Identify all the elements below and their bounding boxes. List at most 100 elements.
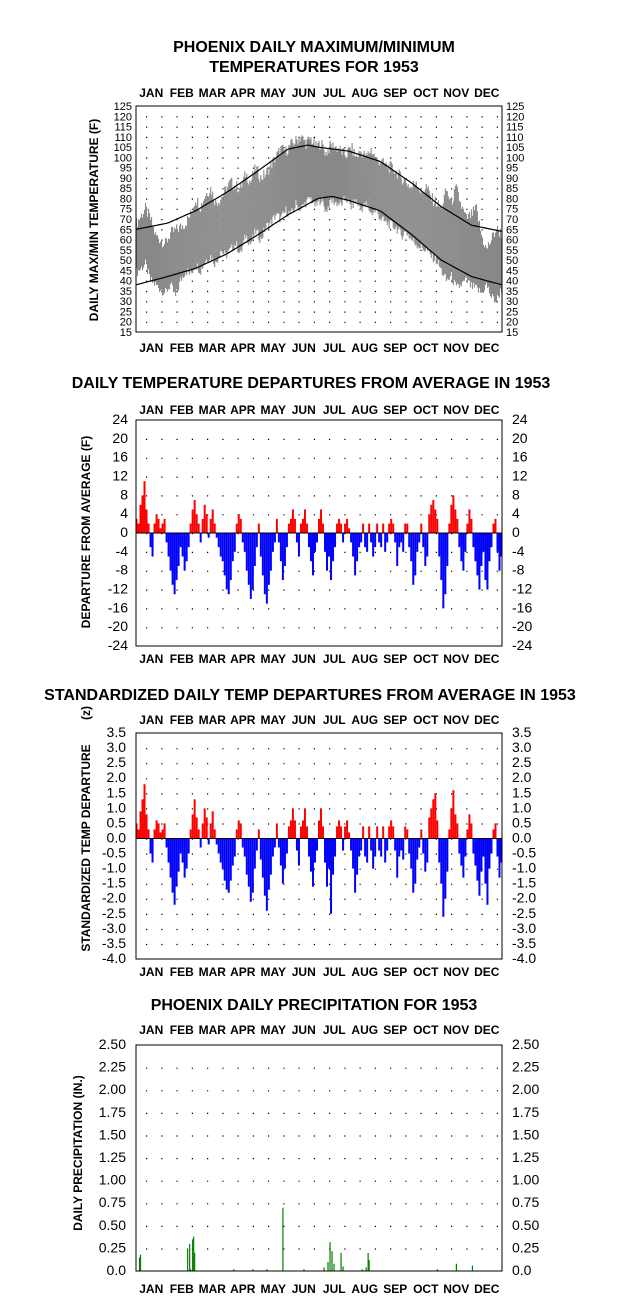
y-tick-label-left: 1.5 — [107, 784, 127, 800]
precip-bar — [331, 1251, 333, 1271]
above-average-bar — [456, 518, 459, 533]
month-label-nov: NOV — [443, 403, 469, 417]
below-average-bar — [227, 838, 230, 893]
below-average-bar — [309, 838, 312, 872]
precip-bar — [368, 1260, 370, 1271]
below-average-bar — [249, 838, 252, 902]
below-average-bar — [165, 838, 168, 848]
month-label-jan: JAN — [139, 1282, 163, 1296]
below-average-bar — [394, 838, 397, 851]
below-average-bar — [332, 838, 335, 875]
above-average-bar — [213, 523, 216, 533]
below-average-bar — [285, 533, 288, 548]
below-average-bar — [227, 533, 230, 595]
below-average-bar — [422, 533, 425, 548]
y-tick-label-right: 0.0 — [512, 829, 532, 845]
below-average-bar — [496, 838, 499, 857]
below-average-bar — [273, 838, 276, 848]
precip-bar — [303, 1269, 305, 1271]
above-average-bar — [145, 814, 148, 839]
above-average-bar — [137, 829, 140, 839]
precip-month-labels-top: JAN FEB MAR APR MAY JUN JUL AUG SEP OCT NOV DEC — [139, 1023, 500, 1037]
precip-bar — [194, 1252, 196, 1271]
above-average-bar — [368, 826, 371, 839]
below-average-bar — [410, 533, 413, 562]
below-average-bar — [398, 838, 401, 857]
y-tick-label-right: 24 — [512, 411, 528, 427]
precip-bar — [327, 1261, 329, 1271]
month-label-nov: NOV — [443, 1282, 469, 1296]
month-label-jan: JAN — [139, 713, 163, 727]
below-average-bar — [354, 533, 357, 576]
month-label-jul: JUL — [323, 1023, 346, 1037]
precip-bar — [233, 1269, 235, 1271]
above-average-bar — [301, 518, 304, 533]
below-average-bar — [484, 533, 487, 581]
y-tick-label-right: -20 — [512, 618, 532, 634]
below-average-bar — [167, 838, 170, 863]
precip-bar — [471, 1265, 474, 1271]
above-average-bar — [448, 829, 451, 839]
above-average-bar — [428, 514, 431, 533]
above-average-bar — [322, 826, 325, 839]
below-average-bar — [259, 838, 262, 860]
below-average-bar — [175, 838, 178, 887]
above-average-bar — [388, 826, 391, 839]
y-tick-label-left: 3.5 — [107, 724, 127, 740]
above-average-bar — [257, 523, 260, 533]
month-label-nov: NOV — [443, 341, 469, 355]
above-average-bar — [382, 523, 385, 533]
y-tick-label-right: 0.50 — [512, 1217, 539, 1233]
standardized-y-axis-unit: (z) — [79, 706, 93, 720]
y-tick-label-right: 105 — [506, 142, 524, 154]
y-tick-label-right: 2.50 — [512, 1036, 539, 1052]
above-average-bar — [454, 509, 457, 533]
below-average-bar — [462, 533, 465, 571]
below-average-bar — [255, 533, 258, 548]
precip-month-labels-bottom: JAN FEB MAR APR MAY JUN JUL AUG SEP OCT NOV DEC — [139, 1282, 500, 1296]
departures-y-ticks-right: -24 -20 -16 -12 -8 -4 0 4 8 12 16 20 24 — [512, 411, 532, 653]
above-average-bar — [404, 523, 407, 533]
above-average-bar — [318, 518, 320, 533]
precip-grid-dots — [146, 1067, 498, 1250]
below-average-bar — [446, 533, 449, 566]
y-tick-label-right: 55 — [506, 245, 518, 257]
month-label-mar: MAR — [199, 652, 227, 666]
above-average-bar — [203, 504, 206, 533]
below-average-bar — [223, 838, 226, 881]
y-tick-label-right: -0.5 — [512, 845, 536, 861]
above-average-bar — [376, 523, 379, 533]
above-average-bar — [213, 829, 216, 839]
month-label-apr: APR — [230, 341, 256, 355]
above-average-bar — [135, 518, 138, 533]
above-average-bar — [492, 829, 495, 839]
y-tick-label-left: -12 — [108, 581, 128, 597]
y-tick-label-right: 95 — [506, 163, 518, 175]
departures-y-ticks-left: -24 -20 -16 -12 -8 -4 0 4 8 12 16 20 24 — [108, 411, 128, 653]
month-label-apr: APR — [230, 86, 256, 100]
below-average-bar — [372, 838, 375, 869]
below-average-bar — [324, 838, 327, 863]
below-average-bar — [259, 533, 262, 557]
y-tick-label-right: 1.25 — [512, 1149, 539, 1165]
below-average-bar — [384, 533, 387, 552]
y-tick-label-left: 3.0 — [107, 739, 127, 755]
above-average-bar — [299, 523, 302, 533]
below-average-bar — [356, 533, 359, 562]
below-average-bar — [219, 838, 222, 863]
y-tick-label-left: 80 — [120, 193, 132, 205]
y-tick-label-right: 1.5 — [512, 784, 532, 800]
y-tick-label-left: -3.0 — [102, 920, 126, 936]
standardized-title: STANDARDIZED DAILY TEMP DEPARTURES FROM … — [44, 687, 576, 704]
precip-bar — [436, 1269, 438, 1271]
below-average-bar — [358, 533, 361, 548]
below-average-bar — [412, 533, 415, 585]
above-average-bar — [235, 523, 238, 533]
month-label-mar: MAR — [199, 713, 227, 727]
above-average-bar — [197, 523, 200, 533]
below-average-bar — [229, 533, 232, 581]
y-tick-label-right: -1.5 — [512, 875, 536, 891]
below-average-bar — [334, 533, 337, 548]
below-average-bar — [476, 533, 479, 576]
month-label-apr: APR — [230, 652, 256, 666]
